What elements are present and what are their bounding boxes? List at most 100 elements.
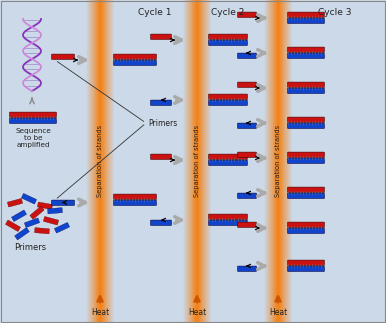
FancyBboxPatch shape [288,260,324,266]
Bar [96,0,97,323]
Bar [106,0,107,323]
FancyBboxPatch shape [113,194,156,199]
Bar [277,0,278,323]
Text: Cycle 1: Cycle 1 [138,8,172,17]
FancyBboxPatch shape [113,60,156,65]
Bar [281,0,282,323]
Bar [111,0,112,323]
Text: Heat: Heat [269,308,287,317]
FancyBboxPatch shape [288,266,324,271]
FancyBboxPatch shape [113,54,156,59]
Bar [186,0,187,323]
Bar [100,0,101,323]
Bar [102,0,103,323]
Bar [209,0,210,323]
Bar [207,0,208,323]
Text: Heat: Heat [91,308,109,317]
FancyBboxPatch shape [5,220,20,232]
Bar [103,0,104,323]
Bar [104,0,105,323]
Bar [97,0,98,323]
FancyBboxPatch shape [288,152,324,157]
Bar [275,0,276,323]
Bar [108,0,109,323]
Bar [267,0,268,323]
Bar [185,0,186,323]
Bar [113,0,114,323]
FancyBboxPatch shape [288,117,324,122]
FancyBboxPatch shape [288,222,324,227]
FancyBboxPatch shape [238,12,256,17]
Bar [270,0,271,323]
Bar [99,0,100,323]
FancyBboxPatch shape [52,54,74,59]
Bar [95,0,96,323]
Bar [268,0,269,323]
Bar [89,0,90,323]
FancyBboxPatch shape [30,206,44,219]
Bar [286,0,287,323]
Bar [184,0,185,323]
Bar [269,0,270,323]
Bar [274,0,275,323]
FancyBboxPatch shape [288,123,324,129]
Bar [110,0,111,323]
FancyBboxPatch shape [288,88,324,93]
Bar [197,0,198,323]
Bar [107,0,108,323]
FancyBboxPatch shape [288,12,324,17]
Bar [280,0,281,323]
Bar [88,0,89,323]
Bar [285,0,286,323]
FancyBboxPatch shape [238,53,256,58]
Text: Cycle 3: Cycle 3 [318,8,352,17]
Bar [193,0,194,323]
Bar [211,0,212,323]
FancyBboxPatch shape [238,82,256,88]
Text: Cycle 2: Cycle 2 [211,8,245,17]
Bar [101,0,102,323]
Bar [292,0,293,323]
Bar [199,0,200,323]
Bar [288,0,289,323]
Bar [210,0,211,323]
FancyBboxPatch shape [288,187,324,193]
Text: Primers: Primers [148,119,177,128]
FancyBboxPatch shape [288,18,324,23]
Bar [114,0,115,323]
Text: Separation of strands: Separation of strands [97,125,103,197]
FancyBboxPatch shape [151,100,171,105]
FancyBboxPatch shape [238,222,256,227]
Bar [192,0,193,323]
FancyBboxPatch shape [208,100,247,105]
FancyBboxPatch shape [208,154,247,159]
FancyBboxPatch shape [288,47,324,52]
FancyBboxPatch shape [12,210,27,222]
Bar [283,0,284,323]
Bar [265,0,266,323]
FancyBboxPatch shape [288,53,324,58]
Bar [271,0,272,323]
FancyBboxPatch shape [151,34,171,39]
FancyBboxPatch shape [208,40,247,46]
Bar [290,0,291,323]
Bar [112,0,113,323]
Bar [198,0,199,323]
Bar [273,0,274,323]
Bar [284,0,285,323]
FancyBboxPatch shape [10,112,56,117]
Bar [183,0,184,323]
Bar [91,0,92,323]
FancyBboxPatch shape [208,94,247,99]
Bar [194,0,195,323]
FancyBboxPatch shape [10,118,56,123]
Bar [195,0,196,323]
Text: Separation of strands: Separation of strands [275,125,281,197]
Bar [92,0,93,323]
Text: Heat: Heat [188,308,206,317]
Text: Separation of strands: Separation of strands [194,125,200,197]
FancyBboxPatch shape [288,228,324,234]
FancyBboxPatch shape [288,193,324,198]
Bar [204,0,205,323]
FancyBboxPatch shape [15,228,29,240]
